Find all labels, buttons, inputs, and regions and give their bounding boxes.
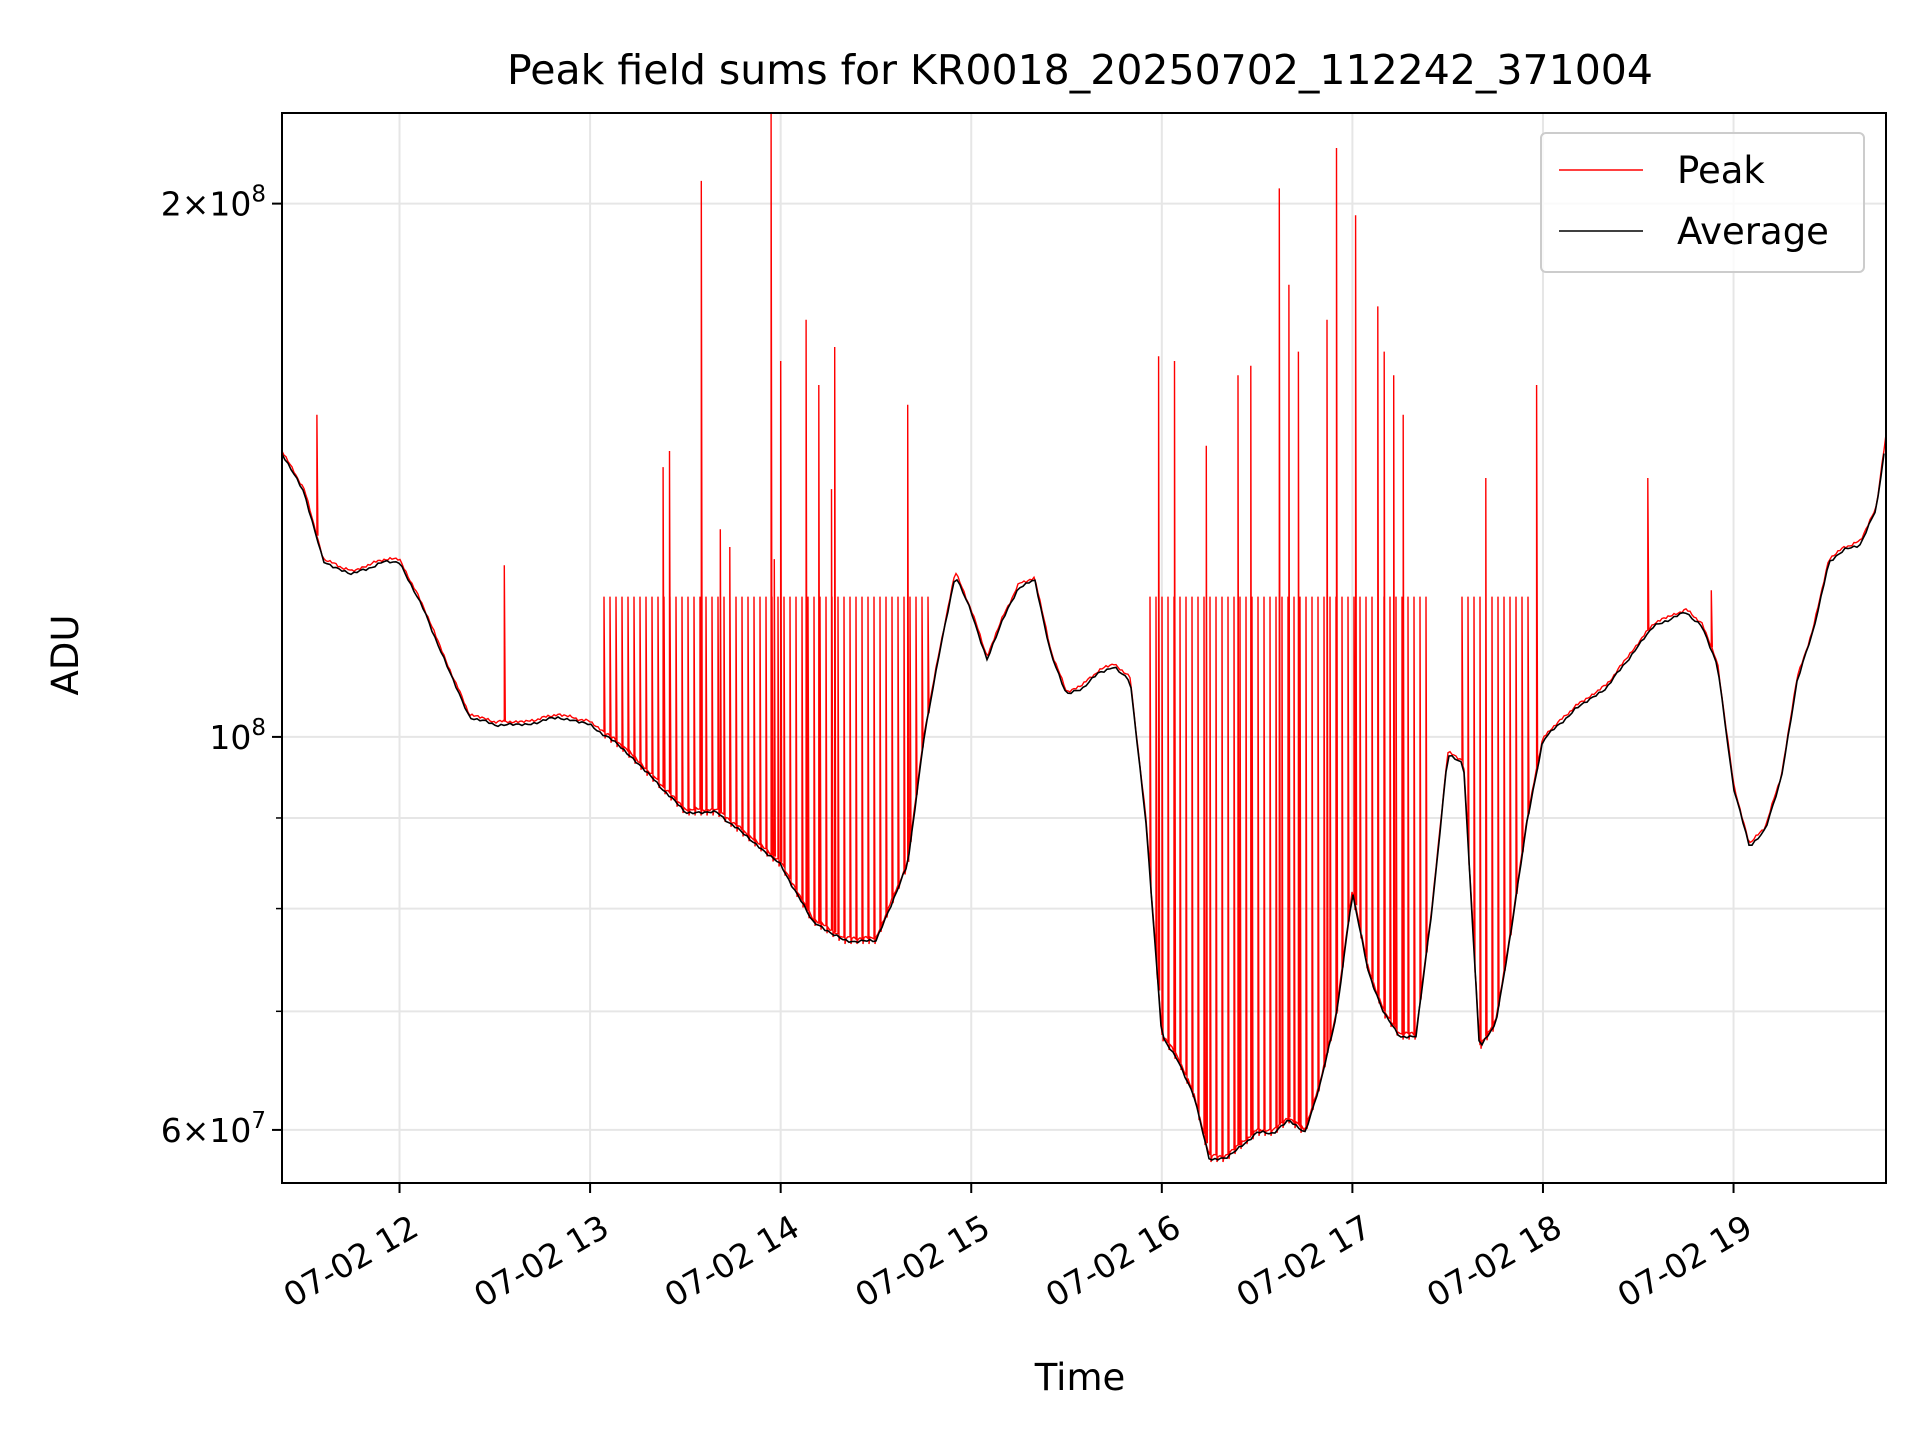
y-axis-label: ADU xyxy=(44,615,87,696)
legend: Peak Average xyxy=(1540,132,1865,273)
y-tick-base: 10 xyxy=(209,1111,251,1150)
x-axis-label: Time xyxy=(1034,1356,1126,1399)
legend-box xyxy=(1540,132,1865,273)
y-tick-base: 10 xyxy=(209,185,251,224)
legend-label-peak: Peak xyxy=(1677,149,1765,192)
y-tick-base: 10 xyxy=(209,718,251,757)
y-tick-exponent: 8 xyxy=(251,715,266,741)
legend-label-average: Average xyxy=(1677,210,1829,253)
series-average-line xyxy=(281,453,1885,1161)
plot-lines xyxy=(281,112,1887,1163)
y-tick-label: 2×108 xyxy=(161,182,266,224)
y-tick-exponent: 8 xyxy=(251,182,266,208)
y-tick-label: 6×107 xyxy=(161,1108,266,1150)
y-tick-label: 108 xyxy=(209,715,266,757)
y-tick-mantissa: 6× xyxy=(161,1111,210,1150)
y-tick-exponent: 7 xyxy=(251,1108,266,1134)
chart-title: Peak field sums for KR0018_20250702_1122… xyxy=(507,46,1653,94)
y-tick-mantissa: 2× xyxy=(161,185,210,224)
plot-frame xyxy=(281,112,1887,1184)
